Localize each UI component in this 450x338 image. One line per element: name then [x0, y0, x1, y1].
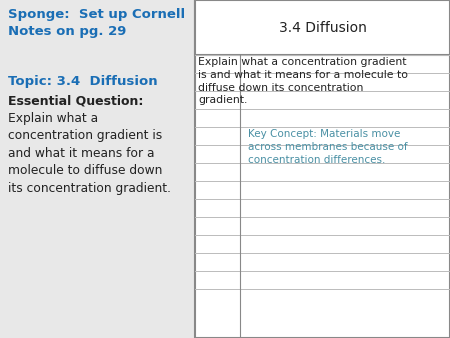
Bar — [195, 0, 450, 55]
Bar — [195, 0, 450, 338]
Text: Explain what a concentration gradient
is and what it means for a molecule to
dif: Explain what a concentration gradient is… — [198, 57, 408, 105]
Text: Key Concept: Materials move
across membranes because of
concentration difference: Key Concept: Materials move across membr… — [248, 129, 408, 165]
Text: Sponge:  Set up Cornell
Notes on pg. 29: Sponge: Set up Cornell Notes on pg. 29 — [8, 8, 185, 38]
Text: Essential Question:: Essential Question: — [8, 95, 144, 108]
Bar — [0, 0, 195, 338]
Text: Explain what a
concentration gradient is
and what it means for a
molecule to dif: Explain what a concentration gradient is… — [8, 112, 171, 195]
Text: Topic: 3.4  Diffusion: Topic: 3.4 Diffusion — [8, 75, 157, 88]
Text: 3.4 Diffusion: 3.4 Diffusion — [279, 21, 366, 34]
